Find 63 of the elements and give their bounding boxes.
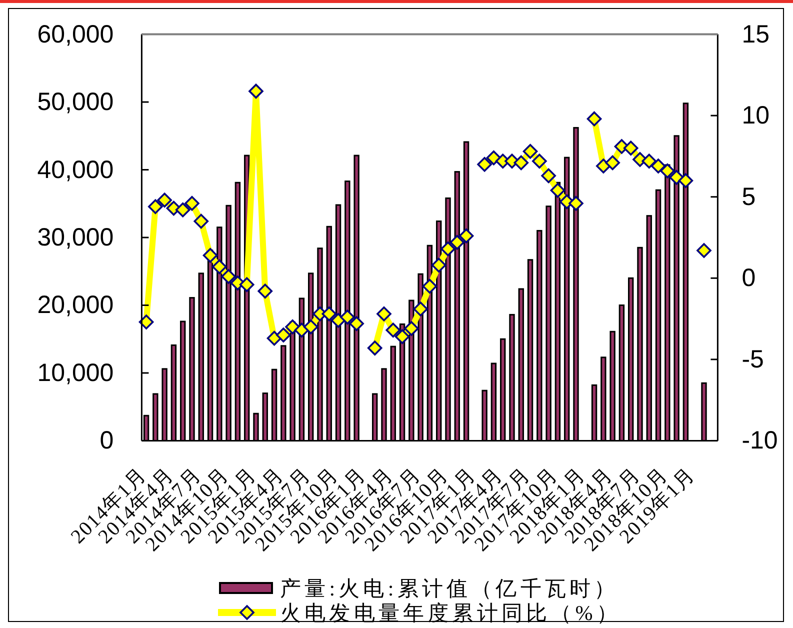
- point: [605, 155, 620, 170]
- point: [477, 156, 492, 172]
- point: [221, 269, 236, 284]
- point: [285, 320, 300, 334]
- point: [550, 182, 566, 198]
- y2-tick-label: 15: [742, 20, 770, 48]
- point: [450, 234, 465, 250]
- point: [696, 243, 712, 258]
- point: [386, 322, 401, 338]
- point: [376, 306, 392, 322]
- point: [212, 259, 227, 274]
- point: [138, 314, 154, 330]
- point: [175, 202, 190, 218]
- point: [276, 328, 291, 342]
- point: [258, 284, 273, 299]
- y-tick-label: 30,000: [37, 224, 114, 252]
- point: [202, 248, 218, 263]
- y2-tick-label: -10: [742, 426, 778, 455]
- point: [678, 173, 694, 188]
- point: [568, 196, 584, 211]
- y-tick-label: 60,000: [37, 20, 114, 48]
- legend-label: 产量:火电:累计值（亿千瓦时）: [280, 576, 619, 601]
- point: [322, 306, 337, 322]
- point: [486, 150, 502, 166]
- y2-tick-label: -5: [742, 345, 764, 374]
- point: [394, 329, 410, 344]
- point: [431, 258, 446, 273]
- point: [367, 340, 382, 356]
- point: [514, 155, 529, 170]
- y2-tick-label: 5: [742, 182, 756, 211]
- point: [650, 158, 666, 174]
- point: [623, 140, 638, 156]
- point: [440, 241, 456, 256]
- point: [660, 163, 675, 178]
- point: [184, 196, 200, 211]
- point: [303, 320, 318, 334]
- y-tick-label: 50,000: [37, 88, 114, 116]
- point: [266, 330, 282, 346]
- point: [239, 277, 254, 292]
- point: [340, 310, 355, 325]
- point: [422, 278, 438, 294]
- point: [522, 144, 538, 159]
- point: [194, 214, 209, 229]
- y2-tick-label: 10: [742, 102, 770, 130]
- point: [413, 302, 428, 316]
- point: [669, 170, 684, 185]
- point: [541, 168, 556, 184]
- y2-tick-label: 0: [742, 264, 756, 292]
- y-tick-label: 20,000: [37, 291, 114, 320]
- point: [586, 111, 602, 126]
- point: [596, 158, 611, 174]
- point: [248, 84, 264, 99]
- point: [294, 322, 310, 338]
- y-tick-label: 40,000: [37, 156, 114, 184]
- point: [148, 199, 163, 214]
- point: [642, 154, 657, 168]
- point: [349, 316, 364, 332]
- point: [458, 228, 474, 244]
- point: [157, 192, 172, 208]
- y-tick-label: 0: [100, 426, 114, 455]
- y-tick-label: 10,000: [37, 358, 114, 387]
- point: [532, 154, 547, 168]
- point: [404, 321, 419, 336]
